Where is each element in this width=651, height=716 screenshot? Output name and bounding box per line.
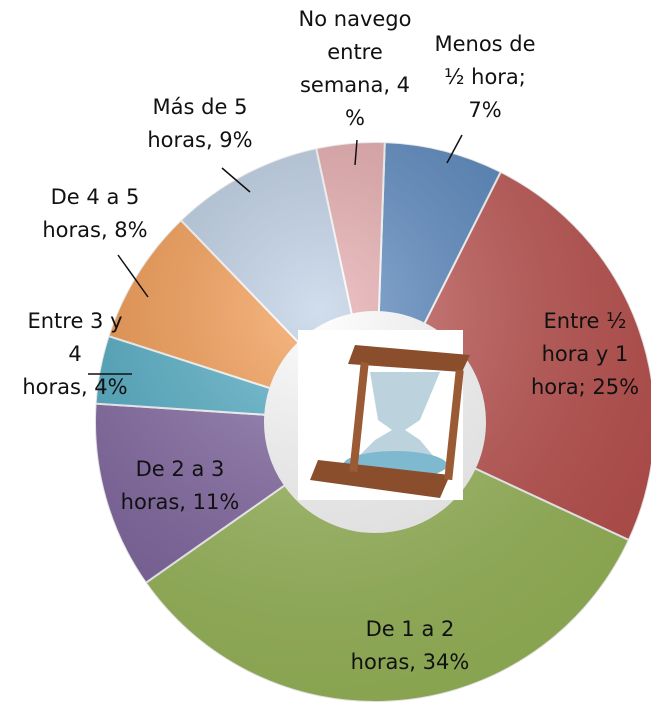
data-label: No navego: [299, 7, 412, 31]
hourglass: [298, 330, 470, 500]
data-label: horas, 4%: [22, 375, 127, 399]
data-label: semana, 4: [300, 73, 410, 97]
data-label: Menos de: [434, 32, 535, 56]
data-label: horas, 34%: [351, 650, 470, 674]
data-label: %: [345, 106, 365, 130]
data-label: Entre 3 y: [27, 309, 122, 333]
leader-line: [446, 134, 463, 164]
data-label: hora; 25%: [531, 375, 639, 399]
data-label: entre: [327, 40, 383, 64]
data-label: 4: [68, 342, 81, 366]
data-label: hora y 1: [542, 342, 629, 366]
data-label: Entre ½: [544, 309, 627, 333]
data-label: ½ hora;: [444, 65, 526, 89]
data-label: De 1 a 2: [366, 617, 455, 641]
data-label: De 2 a 3: [136, 457, 225, 481]
leader-line: [117, 254, 149, 298]
data-label: De 4 a 5: [51, 185, 140, 209]
leader-line: [354, 139, 358, 166]
data-label: horas, 11%: [121, 490, 240, 514]
data-label: Más de 5: [153, 95, 248, 119]
data-label: 7%: [468, 98, 501, 122]
data-label: horas, 9%: [147, 128, 252, 152]
data-label: horas, 8%: [42, 218, 147, 242]
leader-line: [221, 167, 251, 193]
labels: Menos de ½ hora; 7% Entre ½ hora y 1 hora; 25…: [22, 7, 639, 674]
